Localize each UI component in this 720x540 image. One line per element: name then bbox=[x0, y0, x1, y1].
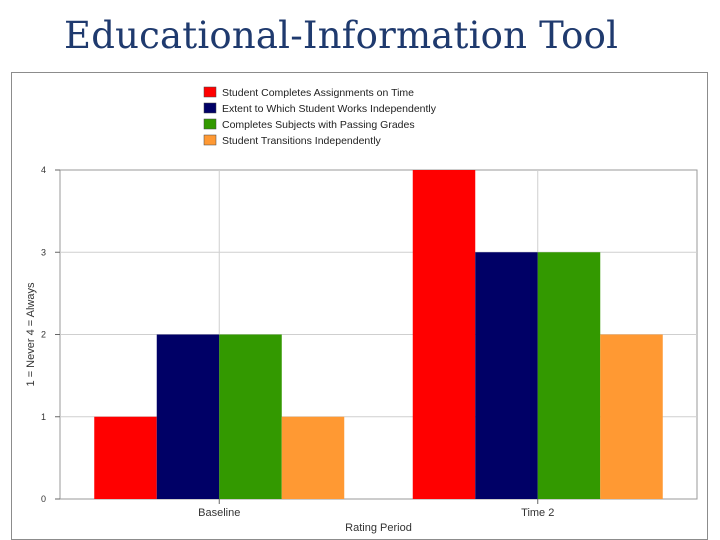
legend-swatch bbox=[203, 102, 217, 114]
bar bbox=[475, 252, 538, 499]
legend-label: Completes Subjects with Passing Grades bbox=[222, 119, 415, 131]
bar bbox=[412, 170, 476, 499]
chart-bars bbox=[94, 170, 663, 499]
y-tick-label: 4 bbox=[41, 165, 46, 175]
y-tick-label: 3 bbox=[41, 247, 46, 257]
bar bbox=[156, 334, 220, 499]
x-tick-label: Time 2 bbox=[521, 507, 554, 519]
chart-frame: Student Completes Assignments on Time Ext… bbox=[11, 72, 708, 540]
x-axis-title: Rating Period bbox=[345, 522, 412, 534]
y-axis-title: 1 = Never 4 = Always bbox=[25, 282, 37, 386]
bar bbox=[219, 334, 282, 499]
legend-label: Extent to Which Student Works Independen… bbox=[222, 103, 437, 115]
bar bbox=[281, 416, 345, 499]
chart-legend: Student Completes Assignments on Time Ext… bbox=[203, 86, 437, 147]
legend-label: Student Completes Assignments on Time bbox=[222, 87, 414, 99]
y-tick-label: 1 bbox=[41, 412, 46, 422]
bar bbox=[94, 416, 157, 499]
legend-swatch bbox=[203, 86, 217, 98]
bar-chart: Student Completes Assignments on Time Ext… bbox=[25, 86, 698, 534]
bar bbox=[537, 252, 601, 499]
y-tick-label: 2 bbox=[41, 330, 46, 340]
legend-swatch bbox=[203, 134, 217, 146]
x-tick-label: Baseline bbox=[198, 507, 240, 519]
legend-swatch bbox=[203, 118, 217, 130]
y-tick-label: 0 bbox=[41, 494, 46, 504]
chart-axes: 0 1 2 3 4 Baseline Time 2 bbox=[41, 165, 554, 519]
slide-title: Educational-Information Tool bbox=[64, 14, 619, 57]
bar bbox=[600, 334, 663, 499]
legend-label: Student Transitions Independently bbox=[222, 135, 382, 147]
